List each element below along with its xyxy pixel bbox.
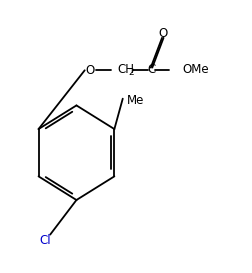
Text: OMe: OMe (182, 63, 209, 76)
Text: C: C (147, 63, 155, 76)
Text: CH: CH (116, 63, 134, 76)
Text: Cl: Cl (39, 234, 51, 247)
Text: 2: 2 (128, 68, 134, 77)
Text: O: O (158, 27, 167, 40)
Text: O: O (85, 64, 94, 77)
Text: Me: Me (126, 94, 143, 106)
